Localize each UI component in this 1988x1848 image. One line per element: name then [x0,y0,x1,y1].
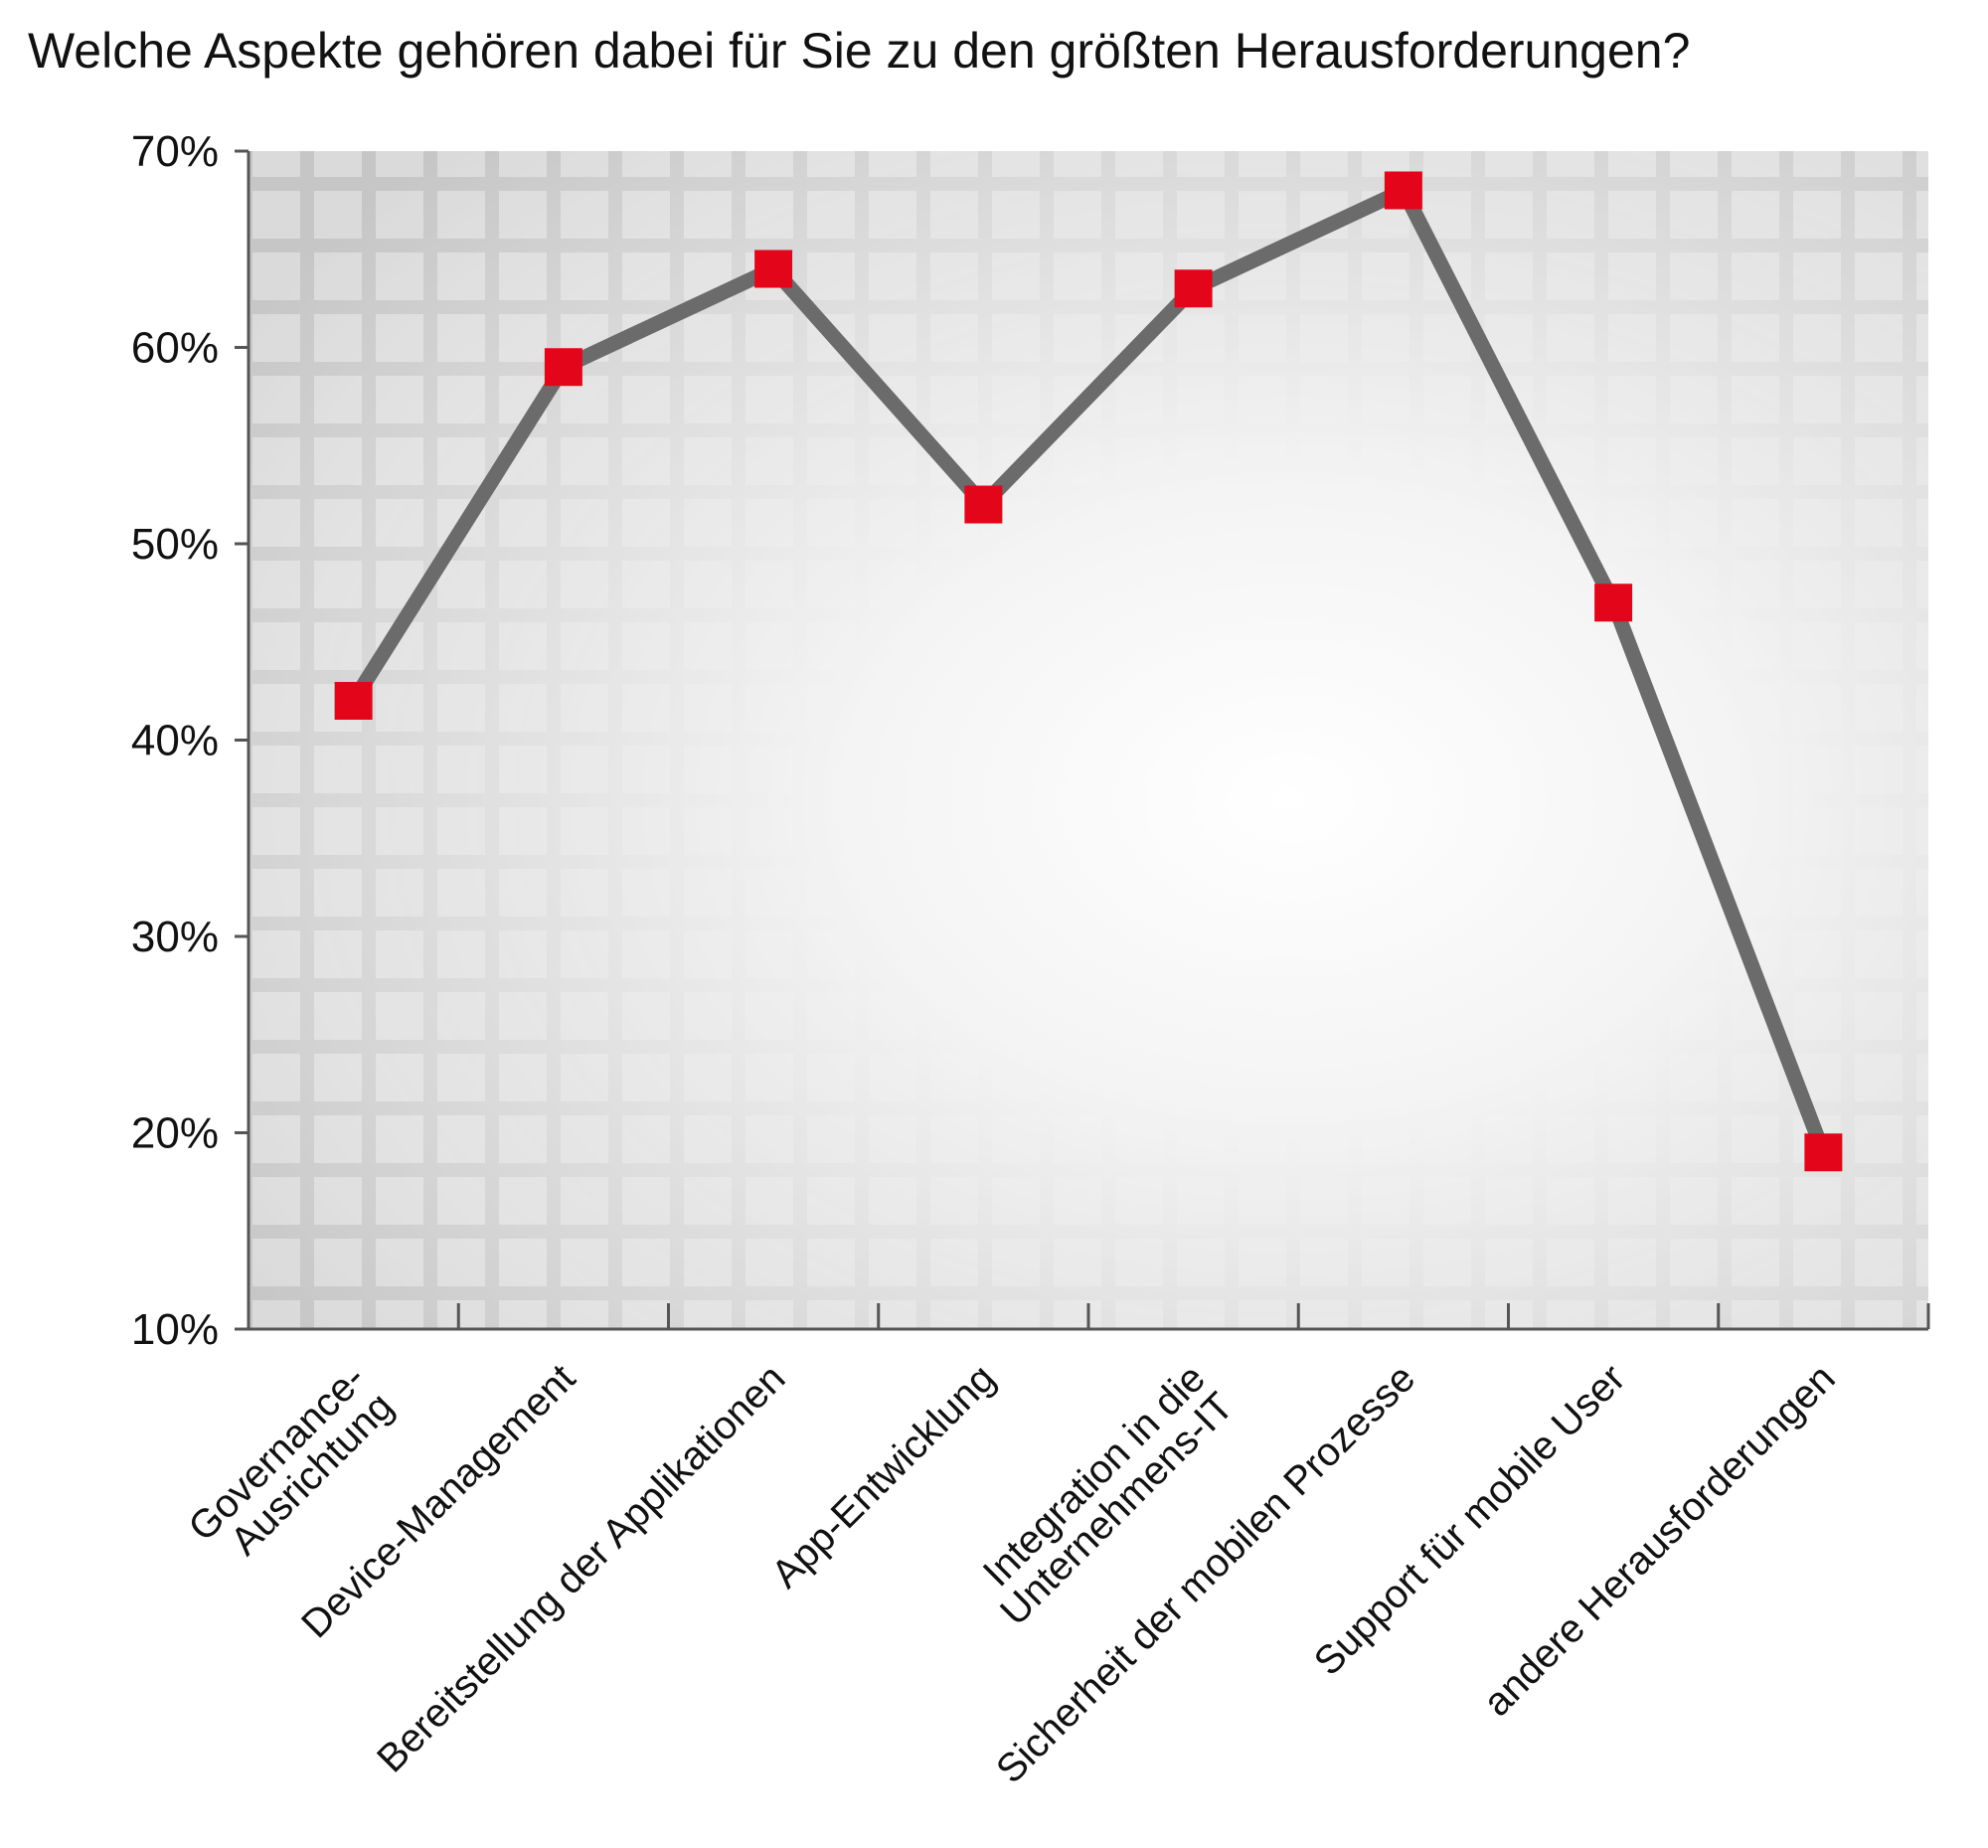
x-category-label-line: Bereitstellung der Applikationen [369,1356,793,1780]
x-category-label: andere Herausforderungen [1475,1356,1844,1725]
y-axis-ticks: 10% 20% 30% 40% 50% 60% 70% [131,127,248,1354]
y-tick-label: 30% [131,913,219,961]
x-category-label: Bereitstellung der Applikationen [369,1356,793,1780]
plot-background [248,151,1928,1329]
data-point [754,250,793,288]
series-line [346,183,1831,1160]
data-point [964,485,1003,524]
data-point [1594,584,1633,622]
data-point [1804,1133,1843,1172]
x-axis-ticks [456,1303,1930,1329]
plot-decor-tiles [248,151,1928,1329]
y-tick-label: 20% [131,1109,219,1158]
x-axis-labels: Governance-AusrichtungDevice-ManagementB… [180,1356,1843,1791]
data-point [1384,171,1422,210]
x-category-label-line: andere Herausforderungen [1475,1356,1844,1725]
data-point [334,682,373,720]
y-tick-label: 70% [131,127,219,176]
chart-title: Welche Aspekte gehören dabei für Sie zu … [28,23,1691,79]
x-category-label-line: App-Entwicklung [763,1356,1004,1596]
y-tick-label: 60% [131,324,219,373]
y-tick-label: 50% [131,520,219,569]
y-tick-label: 40% [131,717,219,765]
data-point [1174,269,1213,308]
x-category-label: App-Entwicklung [763,1356,1004,1596]
series [334,171,1843,1172]
data-point [544,348,582,387]
y-tick-label: 10% [131,1305,219,1354]
